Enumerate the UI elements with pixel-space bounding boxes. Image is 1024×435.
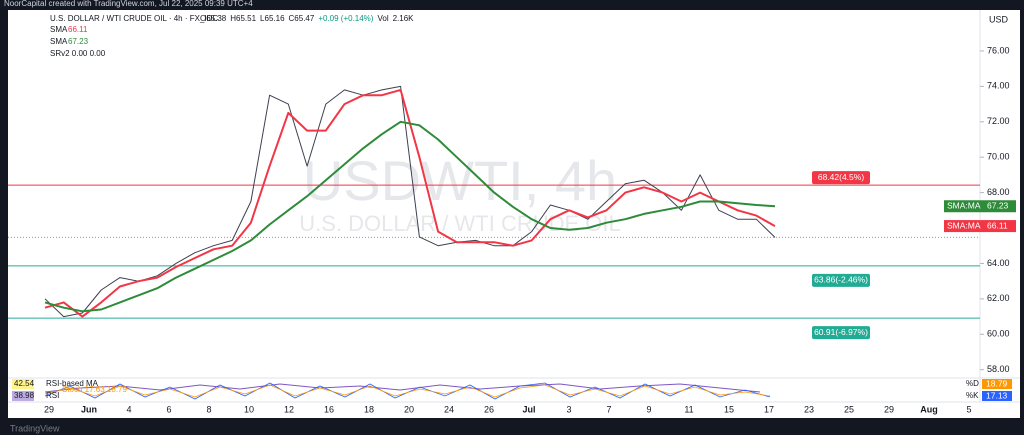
x-tick-label: 6	[166, 404, 171, 414]
watermark-subtitle: U.S. DOLLAR / WTI CRUDE OIL	[299, 211, 621, 236]
x-tick-label: 26	[484, 404, 494, 414]
y-tick-label: 68.00	[987, 187, 1010, 197]
x-tick-label: 24	[444, 404, 454, 414]
ohlc-value: +0.09 (+0.14%)	[318, 14, 373, 23]
legend: U.S. DOLLAR / WTI CRUDE OIL · 4h · FX_ID…	[50, 14, 218, 58]
ohlc-value: H65.51	[230, 14, 256, 23]
y-tick-label: 70.00	[987, 152, 1010, 162]
rsi-value: 38.98	[14, 391, 35, 400]
value-box	[12, 391, 34, 401]
legend-srv2: SRv2 0.00 0.00	[50, 49, 106, 58]
indicator-line	[44, 384, 771, 398]
x-tick-label: 18	[364, 404, 374, 414]
ohlc-value: O65.38	[200, 14, 227, 23]
y-tick-label: 72.00	[987, 116, 1010, 126]
level-label: 68.42(4.5%)	[818, 172, 864, 182]
x-tick-label: 23	[804, 404, 814, 414]
k-badge	[982, 391, 1012, 401]
indicator-line	[44, 383, 761, 393]
x-tick-label: 7	[606, 404, 611, 414]
y-tick-label: 58.00	[987, 364, 1010, 374]
legend-sma-name: SMA	[50, 25, 68, 34]
y-tick-label: 64.00	[987, 258, 1010, 268]
x-tick-label: 16	[324, 404, 334, 414]
rsi-ma-name: RSI-based MA	[46, 379, 99, 388]
x-tick-label: 10	[244, 404, 254, 414]
stoch-values: Stoch 17.63 18.79	[62, 385, 127, 394]
x-tick-label: 15	[724, 404, 734, 414]
level-label-box	[812, 326, 870, 340]
x-tick-label: 5	[966, 404, 971, 414]
y-tick-label: 76.00	[987, 45, 1010, 55]
rsi-name: RSI	[46, 391, 59, 400]
ohlc-value: Vol	[377, 14, 388, 23]
sma-badge-box	[944, 220, 1016, 233]
x-tick-label: Jul	[522, 404, 535, 414]
d-name: %D	[966, 379, 979, 388]
rsi-ma-value: 42.54	[14, 379, 35, 388]
x-tick-label: 3	[566, 404, 571, 414]
level-label: 63.86(-2.46%)	[814, 275, 868, 285]
ohlc-value: L65.16	[260, 14, 285, 23]
x-tick-label: 29	[884, 404, 894, 414]
level-label-box	[812, 273, 870, 287]
x-tick-label: 11	[684, 404, 693, 414]
x-tick-label: 17	[764, 404, 774, 414]
sma-badge-box	[944, 200, 1016, 213]
ohlc-value: C65.47	[289, 14, 315, 23]
sma-line	[44, 120, 776, 313]
level-label-box	[812, 171, 870, 185]
k-name: %K	[966, 391, 979, 400]
legend-sma-name: SMA	[50, 37, 68, 46]
sma-badge-name: SMA:MA	[947, 200, 981, 210]
x-tick-label: 9	[646, 404, 651, 414]
k-value: 17.13	[986, 390, 1008, 400]
legend-sma-value: 66.11	[68, 25, 88, 34]
x-tick-label: 20	[404, 404, 414, 414]
x-tick-label: Jun	[81, 404, 97, 414]
y-tick-label: 62.00	[987, 293, 1010, 303]
y-tick-label: 74.00	[987, 81, 1010, 91]
x-tick-label: 8	[206, 404, 211, 414]
chart-area	[8, 10, 1020, 418]
x-tick-label: 25	[844, 404, 854, 414]
currency: USD	[989, 14, 1009, 24]
level-label: 60.91(-6.97%)	[814, 327, 868, 337]
d-value: 18.79	[986, 378, 1008, 388]
symbol-title: U.S. DOLLAR / WTI CRUDE OIL · 4h · FX_ID…	[50, 14, 218, 23]
x-tick-label: 4	[126, 404, 131, 414]
watermark: USDWTI, 4h	[303, 149, 617, 212]
sma-badge-name: SMA:MA	[947, 220, 981, 230]
x-tick-label: 12	[284, 404, 294, 414]
x-tick-label: Aug	[920, 404, 938, 414]
x-tick-label: 29	[44, 404, 54, 414]
y-tick-label: 60.00	[987, 329, 1010, 339]
sma-badge-value: 67.23	[987, 200, 1009, 210]
footer-logo: TradingView	[10, 423, 60, 433]
indicator-pane: 42.54 RSI-based MA 38.98 RSI Stoch 17.63…	[12, 378, 1012, 401]
value-box	[12, 379, 34, 389]
header: NoorCapital created with TradingView.com…	[4, 0, 253, 8]
sma-badge-value: 66.11	[987, 220, 1008, 230]
price-line-series	[44, 85, 776, 318]
d-badge	[982, 379, 1012, 389]
ohlc-value: 2.16K	[393, 14, 415, 23]
legend-sma-value: 67.23	[68, 37, 89, 46]
